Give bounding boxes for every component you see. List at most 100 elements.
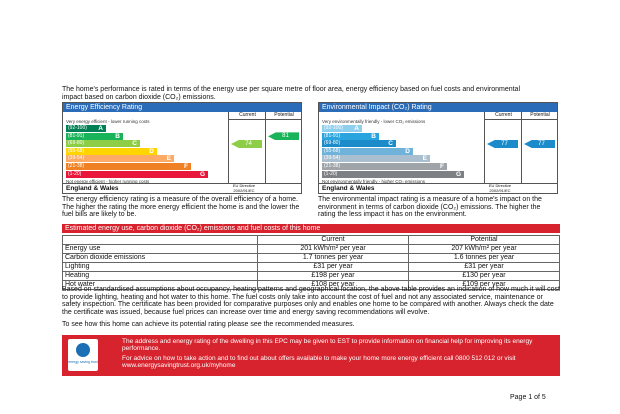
table-cell: £130 per year [408,271,560,281]
header-cell [62,235,258,245]
column-line [228,112,229,184]
rating-arrow: 77 [487,140,518,148]
table-cell: £31 per year [257,262,409,272]
rating-description: The environmental impact rating is a mea… [318,196,542,219]
table-row: Carbon dioxide emissions 1.7 tonnes per y… [62,253,560,263]
chart-footer: England & Wales EU Directive 2002/91/EC [319,183,557,193]
footer-text: For advice on how to take action and to … [122,355,516,369]
rating-band: (92-100) A [66,125,106,132]
band-range: (81-91) [324,132,341,139]
table-header: Current Potential [62,235,560,245]
band-letter: F [184,163,188,170]
rating-band: (92-100) A [322,125,362,132]
table-cell: Energy use [62,244,258,254]
band-letter: C [132,140,137,148]
band-letter: G [455,170,461,178]
table-row: Heating £198 per year £130 per year [62,271,560,281]
band-letter: E [166,155,171,163]
rating-band: (1-20) G [66,170,208,178]
footer-box: energy saving trust The address and ener… [62,335,560,376]
band-range: (21-38) [324,163,341,169]
column-header: Current [228,112,266,120]
table-cell: £198 per year [257,271,409,281]
table-cell: £31 per year [408,262,560,272]
rating-arrow: 81 [268,132,299,141]
band-range: (92-100) [324,125,343,131]
table-cell: 1.7 tonnes per year [257,253,409,263]
top-note: Very energy efficient - lower running co… [66,119,150,124]
note: To see how this home can achieve its pot… [62,321,355,328]
chart-footer: England & Wales EU Directive 2002/91/EC [63,183,301,193]
column-line [484,112,485,184]
band-range: (69-80) [68,140,85,147]
band-letter: G [199,170,205,178]
logo-text: energy saving trust [68,360,98,364]
region: England & Wales [322,185,375,192]
directive: EU Directive 2002/91/EC [232,183,256,193]
header-cell: Potential [408,235,560,245]
table-cell: £109 per year [408,280,560,290]
chart-title: Energy Efficiency Rating [63,103,301,112]
rating-chart: Environmental Impact (CO₂) Rating Current… [318,102,558,194]
table-cell: Lighting [62,262,258,272]
rating-band: (39-54) E [322,155,430,163]
table-row: Energy use 201 kWh/m² per year 207 kWh/m² … [62,244,560,254]
table-cell: 201 kWh/m² per year [257,244,409,254]
band-range: (39-54) [324,155,341,162]
logo-mark [76,343,90,357]
intro: The home's performance is rated in terms… [62,86,521,101]
header-cell: Current [257,235,409,245]
band-letter: B [115,132,120,140]
rating-band: (81-91) B [322,132,379,140]
band-range: (1-20) [68,170,82,177]
rating-chart: Energy Efficiency Rating Current Potential… [62,102,302,194]
bottom-note: Not environmentally friendly - higher CO… [322,179,426,185]
column-line [265,112,266,184]
rating-band: (21-38) F [322,163,447,170]
column-line [521,112,522,184]
band-range: (21-38) [68,163,85,169]
rating-band: (81-91) B [66,132,123,140]
footer-text: The address and energy rating of the dwe… [122,338,533,352]
band-range: (39-54) [68,155,85,162]
rating-band: (55-68) D [66,147,157,155]
column-header: Potential [521,112,558,120]
table-cell: 207 kWh/m² per year [408,244,560,254]
bottom-note: Not energy efficient - higher running co… [66,179,150,185]
band-letter: E [422,155,427,163]
rating-description: The energy efficiency rating is a measur… [62,196,300,219]
band-letter: F [440,163,444,170]
chart-title: Environmental Impact (CO₂) Rating [319,103,557,112]
costs-table: Current Potential Energy use 201 kWh/m² p… [62,235,560,290]
rating-band: (39-54) E [66,155,174,163]
table-cell: Heating [62,271,258,281]
table-row: Lighting £31 per year £31 per year [62,262,560,272]
region: England & Wales [66,185,119,192]
band-range: (92-100) [68,125,87,131]
band-range: (55-68) [324,147,341,154]
directive: EU Directive 2002/91/EC [488,183,512,193]
band-range: (69-80) [324,140,341,147]
column-header: Current [484,112,522,120]
rating-arrow: 74 [231,140,262,148]
table-cell: 1.6 tonnes per year [408,253,560,263]
logo: energy saving trust [68,339,98,371]
page-number: Page 1 of 5 [510,394,546,401]
band-letter: D [149,147,154,155]
band-letter: C [388,140,393,148]
rating-arrow: 77 [524,140,555,148]
rating-band: (1-20) G [322,170,464,178]
table-cell: Carbon dioxide emissions [62,253,258,263]
table-row: Hot water £108 per year £109 per year [62,280,560,290]
band-letter: A [354,125,359,132]
top-note: Very environmentally friendly - lower CO… [322,119,426,124]
rating-band: (69-80) C [322,140,396,148]
rating-band: (55-68) D [322,147,413,155]
band-range: (1-20) [324,170,338,177]
column-header: Potential [265,112,302,120]
band-range: (55-68) [68,147,85,154]
band-letter: A [98,125,103,132]
band-letter: B [371,132,376,140]
costs-title: Estimated energy use, carbon dioxide (CO… [62,224,560,233]
